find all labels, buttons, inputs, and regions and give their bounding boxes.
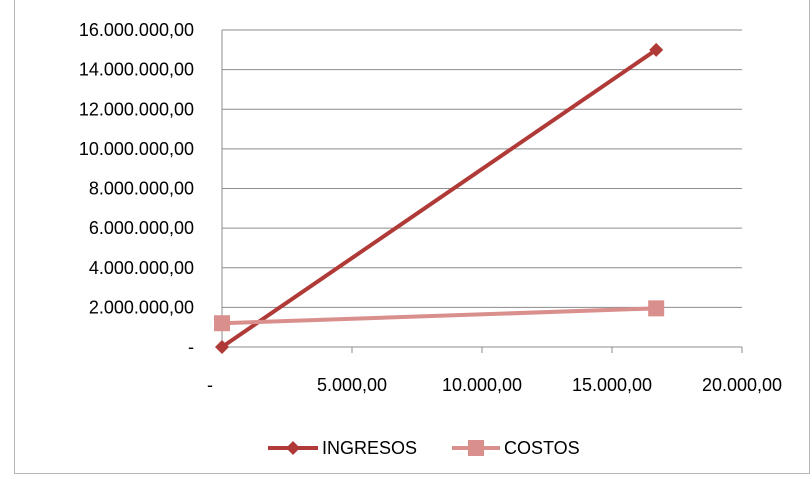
series-costos <box>214 300 665 332</box>
data-point-ingresos <box>215 340 229 354</box>
grid-lines <box>222 29 742 308</box>
y-tick-label: 12.000.000,00 <box>79 99 194 119</box>
x-tick-label: 10.000,00 <box>442 375 522 395</box>
series-layer <box>214 42 665 354</box>
data-point-ingresos <box>649 42 664 57</box>
legend-item-costos: COSTOS <box>452 438 580 458</box>
x-tick-label: 5.000,00 <box>317 375 387 395</box>
y-tick-label: 10.000.000,00 <box>79 139 194 159</box>
series-ingresos <box>215 42 664 354</box>
legend-marker <box>286 441 300 455</box>
y-tick-label: - <box>188 337 194 357</box>
legend-label: COSTOS <box>504 438 580 458</box>
y-tick-label: 14.000.000,00 <box>79 60 194 80</box>
x-axis-tick-labels: - 5.000,00 10.000,00 15.000,00 20.000,00 <box>207 375 782 395</box>
data-point-costos <box>214 315 230 332</box>
y-tick-label: 2.000.000,00 <box>89 297 194 317</box>
y-axis-tick-labels: - 2.000.000,00 4.000.000,00 6.000.000,00 8.0… <box>79 20 194 357</box>
series-line-ingresos <box>220 48 658 349</box>
legend-item-ingresos: INGRESOS <box>268 438 417 458</box>
x-tick-label: - <box>207 375 213 395</box>
series-line-costos <box>221 306 657 326</box>
legend-label: INGRESOS <box>322 438 417 458</box>
y-tick-label: 6.000.000,00 <box>89 218 194 238</box>
x-tick-label: 15.000,00 <box>572 375 652 395</box>
y-tick-label: 16.000.000,00 <box>79 20 194 40</box>
chart-frame <box>14 0 810 474</box>
axes <box>221 30 743 353</box>
y-tick-label: 4.000.000,00 <box>89 258 194 278</box>
data-point-costos <box>648 300 665 317</box>
legend: INGRESOS COSTOS <box>268 438 580 458</box>
x-tick-label: 20.000,00 <box>702 375 782 395</box>
y-tick-label: 8.000.000,00 <box>89 179 194 199</box>
legend-marker <box>468 440 484 456</box>
